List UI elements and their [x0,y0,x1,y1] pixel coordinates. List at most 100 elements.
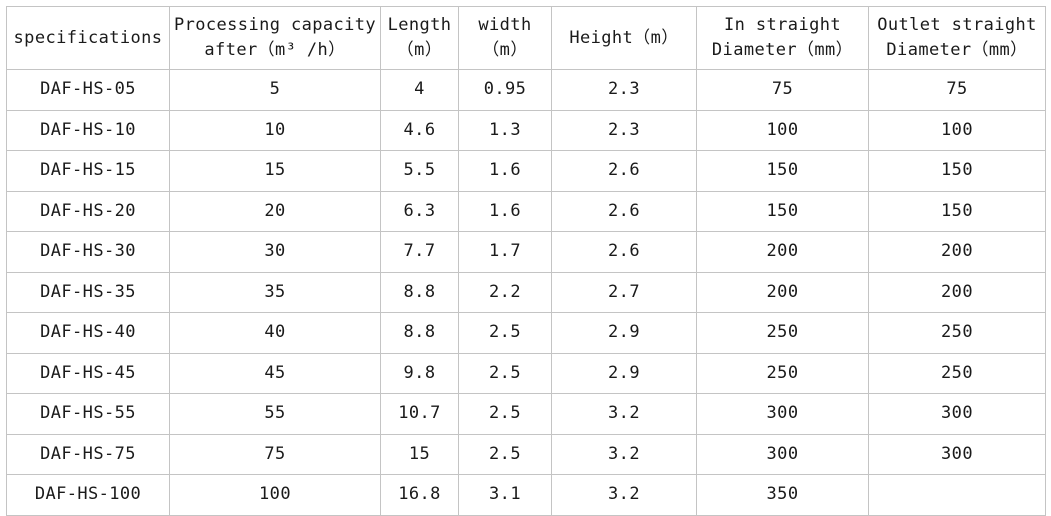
cell-inlet: 250 [696,312,869,354]
specification-table: specifications Processing capacity after… [6,6,1046,516]
cell-inlet: 200 [696,271,869,313]
cell-length: 4.6 [380,109,459,151]
cell-capacity: 30 [169,231,381,273]
cell-capacity: 45 [169,352,381,394]
cell-length: 15 [380,433,459,475]
cell-height: 3.2 [551,474,697,516]
cell-width: 2.5 [458,352,552,394]
cell-height: 2.6 [551,231,697,273]
table-row: DAF-HS-35 35 8.8 2.2 2.7 200 200 [6,271,1046,313]
column-header-outlet-line2: Diameter（mm） [886,40,1028,60]
column-header-length: Length （m） [380,6,459,70]
cell-inlet: 250 [696,352,869,394]
cell-height: 2.6 [551,190,697,232]
column-header-outlet-diameter: Outlet straight Diameter（mm） [868,6,1046,70]
cell-height: 2.3 [551,69,697,111]
cell-capacity: 15 [169,150,381,192]
cell-length: 7.7 [380,231,459,273]
cell-length: 8.8 [380,312,459,354]
cell-outlet: 200 [868,231,1046,273]
table-row: DAF-HS-15 15 5.5 1.6 2.6 150 150 [6,150,1046,192]
cell-outlet: 150 [868,150,1046,192]
cell-specifications: DAF-HS-45 [6,352,170,394]
cell-capacity: 35 [169,271,381,313]
cell-specifications: DAF-HS-35 [6,271,170,313]
cell-width: 2.5 [458,433,552,475]
column-header-width: width （m） [458,6,552,70]
table-header: specifications Processing capacity after… [6,6,1046,70]
cell-inlet: 150 [696,190,869,232]
cell-outlet: 250 [868,352,1046,394]
cell-width: 3.1 [458,474,552,516]
cell-width: 2.5 [458,393,552,435]
table-row: DAF-HS-55 55 10.7 2.5 3.2 300 300 [6,393,1046,435]
cell-specifications: DAF-HS-15 [6,150,170,192]
cell-outlet: 300 [868,433,1046,475]
cell-outlet: 200 [868,271,1046,313]
column-header-inlet-line2: Diameter（mm） [711,40,854,60]
column-header-capacity-line2: after（m³ /h） [204,40,346,60]
cell-specifications: DAF-HS-40 [6,312,170,354]
cell-outlet: 100 [868,109,1046,151]
cell-capacity: 100 [169,474,381,516]
cell-capacity: 40 [169,312,381,354]
cell-width: 1.6 [458,150,552,192]
cell-height: 3.2 [551,433,697,475]
column-header-capacity-line1: Processing capacity [174,15,377,36]
column-header-width-line1: width [478,15,532,36]
cell-outlet: 250 [868,312,1046,354]
table-row: DAF-HS-40 40 8.8 2.5 2.9 250 250 [6,312,1046,354]
column-header-width-line2: （m） [482,40,528,60]
cell-specifications: DAF-HS-100 [6,474,170,516]
cell-inlet: 300 [696,433,869,475]
column-header-inlet-diameter: In straight Diameter（mm） [696,6,869,70]
cell-height: 2.7 [551,271,697,313]
cell-height: 2.9 [551,352,697,394]
column-header-specifications: specifications [6,6,170,70]
cell-outlet [868,474,1046,516]
table-row: DAF-HS-75 75 15 2.5 3.2 300 300 [6,433,1046,475]
cell-width: 1.3 [458,109,552,151]
cell-specifications: DAF-HS-05 [6,69,170,111]
cell-capacity: 5 [169,69,381,111]
table-header-row: specifications Processing capacity after… [6,6,1046,70]
cell-capacity: 20 [169,190,381,232]
table-row: DAF-HS-20 20 6.3 1.6 2.6 150 150 [6,190,1046,232]
cell-outlet: 300 [868,393,1046,435]
cell-inlet: 350 [696,474,869,516]
table-row: DAF-HS-30 30 7.7 1.7 2.6 200 200 [6,231,1046,273]
cell-capacity: 10 [169,109,381,151]
cell-length: 4 [380,69,459,111]
table-row: DAF-HS-45 45 9.8 2.5 2.9 250 250 [6,352,1046,394]
cell-width: 1.7 [458,231,552,273]
column-header-outlet-line1: Outlet straight [877,15,1037,36]
table-row: DAF-HS-10 10 4.6 1.3 2.3 100 100 [6,109,1046,151]
cell-outlet: 150 [868,190,1046,232]
cell-height: 2.9 [551,312,697,354]
column-header-inlet-line1: In straight [724,15,841,36]
cell-specifications: DAF-HS-55 [6,393,170,435]
cell-specifications: DAF-HS-20 [6,190,170,232]
cell-capacity: 55 [169,393,381,435]
table-body: DAF-HS-05 5 4 0.95 2.3 75 75 DAF-HS-10 10 4.6 1.3 2… [6,69,1046,516]
cell-length: 6.3 [380,190,459,232]
cell-width: 2.2 [458,271,552,313]
table-row: DAF-HS-05 5 4 0.95 2.3 75 75 [6,69,1046,111]
column-header-height-line1: Height（m） [569,27,679,48]
column-header-capacity: Processing capacity after（m³ /h） [169,6,381,70]
cell-capacity: 75 [169,433,381,475]
cell-length: 9.8 [380,352,459,394]
cell-length: 16.8 [380,474,459,516]
cell-specifications: DAF-HS-75 [6,433,170,475]
cell-inlet: 300 [696,393,869,435]
column-header-length-line1: Length [387,15,452,36]
cell-width: 0.95 [458,69,552,111]
table-row: DAF-HS-100 100 16.8 3.1 3.2 350 [6,474,1046,516]
cell-width: 2.5 [458,312,552,354]
specification-table-container: specifications Processing capacity after… [6,6,1046,516]
cell-inlet: 200 [696,231,869,273]
cell-height: 2.6 [551,150,697,192]
cell-specifications: DAF-HS-30 [6,231,170,273]
cell-height: 2.3 [551,109,697,151]
column-header-length-line2: （m） [396,40,443,60]
